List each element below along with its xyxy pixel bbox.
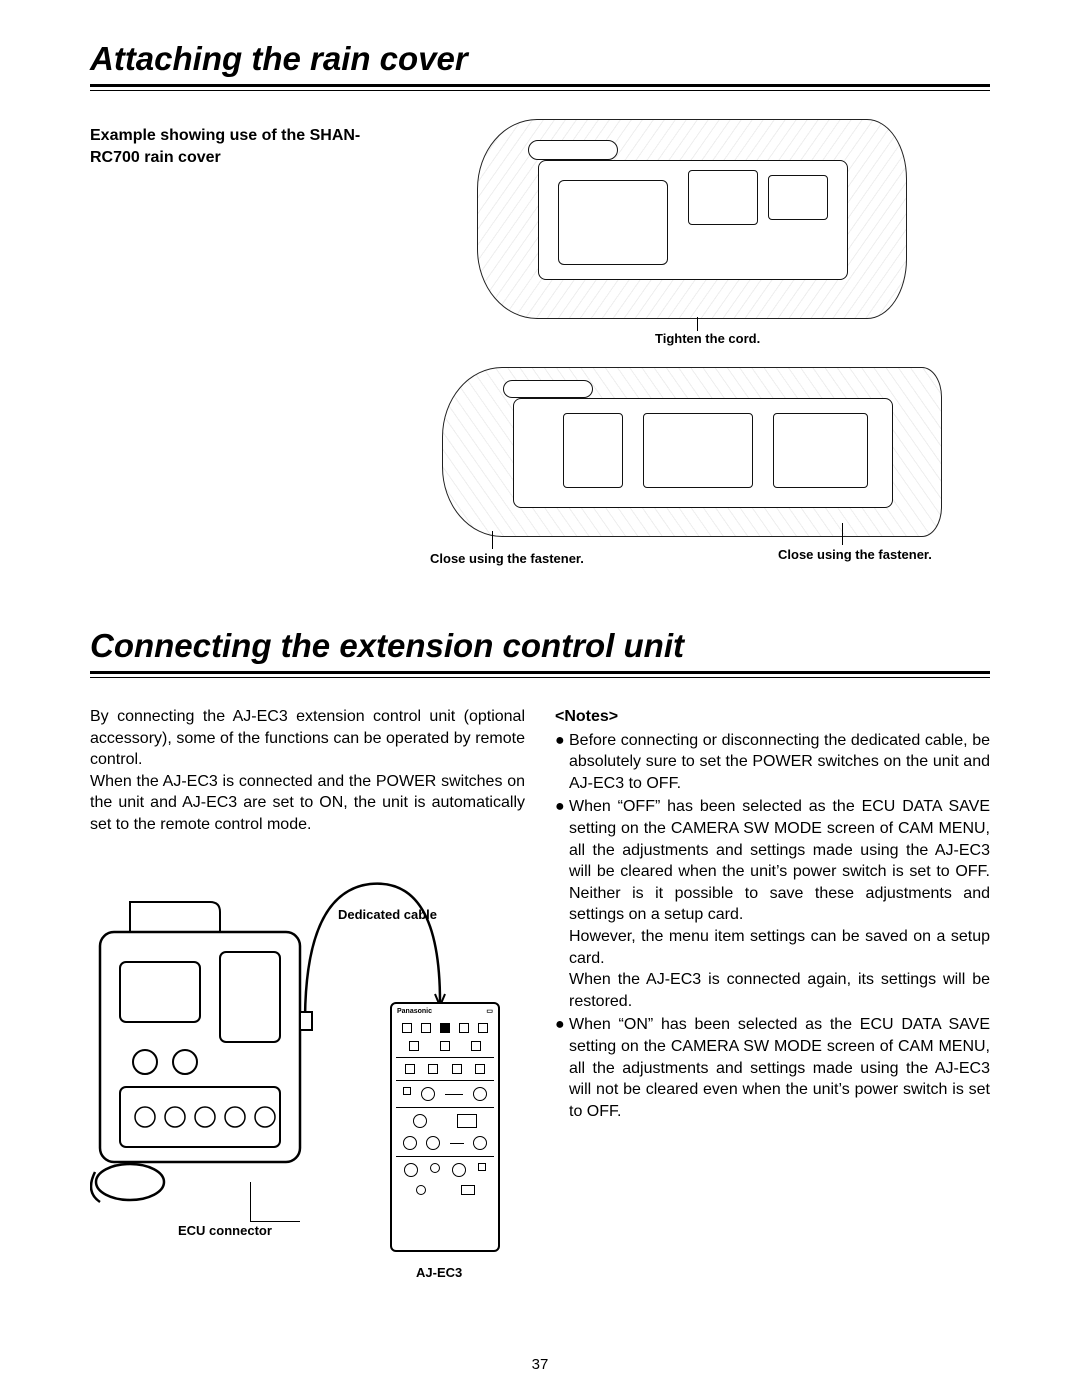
- section-heading-rain-cover: Attaching the rain cover: [90, 40, 990, 78]
- note-item-2: ● When “OFF” has been selected as the EC…: [555, 796, 990, 1012]
- note-text-2-extra1: However, the menu item settings can be s…: [569, 928, 990, 967]
- section-heading-ecu: Connecting the extension control unit: [90, 627, 990, 665]
- leader-line: [492, 531, 493, 549]
- ecu-right-column: <Notes> ● Before connecting or disconnec…: [555, 706, 990, 1292]
- callout-close-fastener-left: Close using the fastener.: [430, 551, 584, 566]
- rain-cover-figure-bottom: [442, 367, 942, 537]
- label-ecu-connector: ECU connector: [178, 1222, 272, 1240]
- label-aj-ec3: AJ-EC3: [416, 1264, 462, 1282]
- notes-heading: <Notes>: [555, 706, 990, 728]
- camera-back-illustration: [90, 892, 330, 1212]
- note-text-2-main: When “OFF” has been selected as the ECU …: [569, 798, 990, 923]
- note-text-3: When “ON” has been selected as the ECU D…: [569, 1014, 990, 1122]
- rain-cover-left-col: Example showing use of the SHAN-RC700 ra…: [90, 119, 370, 587]
- note-item-1: ● Before connecting or disconnecting the…: [555, 730, 990, 795]
- bullet-icon: ●: [555, 1014, 569, 1122]
- ecu-intro-p1: By connecting the AJ-EC3 extension contr…: [90, 706, 525, 771]
- ecu-left-column: By connecting the AJ-EC3 extension contr…: [90, 706, 525, 1292]
- page-number: 37: [532, 1356, 549, 1373]
- leader-line: [697, 317, 698, 331]
- callout-tighten-cord: Tighten the cord.: [655, 331, 760, 346]
- ecu-section: By connecting the AJ-EC3 extension contr…: [90, 706, 990, 1292]
- heading-rule: [90, 671, 990, 678]
- note-text-2-extra2: When the AJ-EC3 is connected again, its …: [569, 971, 990, 1010]
- ecu-connection-figure: Panasonic ▭ Dedicated cable ECU connecto…: [90, 872, 510, 1292]
- bullet-icon: ●: [555, 730, 569, 795]
- leader-line: [842, 523, 843, 545]
- note-item-3: ● When “ON” has been selected as the ECU…: [555, 1014, 990, 1122]
- remote-power-icon: ▭: [486, 1007, 493, 1016]
- example-label: Example showing use of the SHAN-RC700 ra…: [90, 125, 370, 168]
- rain-cover-figures: Tighten the cord. Close using the fasten…: [394, 119, 990, 587]
- callout-row-tighten: Tighten the cord.: [477, 327, 907, 355]
- label-dedicated-cable: Dedicated cable: [338, 906, 437, 924]
- rain-cover-section: Example showing use of the SHAN-RC700 ra…: [90, 119, 990, 587]
- rain-cover-figure-top: [477, 119, 907, 319]
- leader-ecu-connector: [250, 1182, 300, 1222]
- bullet-icon: ●: [555, 796, 569, 1012]
- callout-close-fastener-right: Close using the fastener.: [778, 547, 932, 562]
- remote-brand-row: Panasonic ▭: [392, 1004, 498, 1019]
- ecu-intro-p2: When the AJ-EC3 is connected and the POW…: [90, 771, 525, 836]
- note-text-1: Before connecting or disconnecting the d…: [569, 730, 990, 795]
- aj-ec3-remote-unit: Panasonic ▭: [390, 1002, 500, 1252]
- note-text-2: When “OFF” has been selected as the ECU …: [569, 796, 990, 1012]
- heading-rule: [90, 84, 990, 91]
- remote-brand-label: Panasonic: [397, 1007, 432, 1016]
- callout-row-close: Close using the fastener. Close using th…: [412, 537, 972, 587]
